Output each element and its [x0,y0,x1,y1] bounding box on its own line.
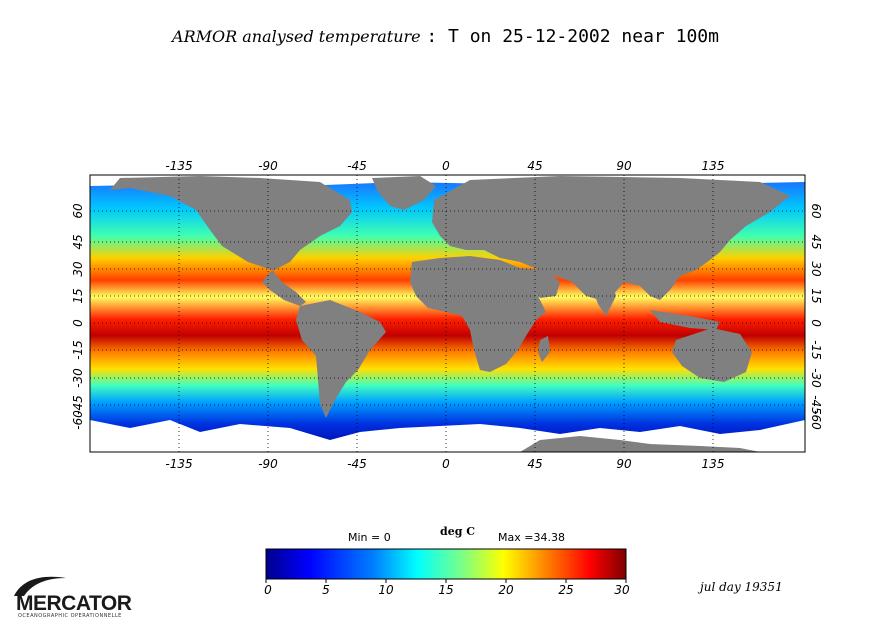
lat-tick-right: 45 [809,234,823,249]
lat-tick-left: -15 [71,340,85,360]
julian-day-label: jul day 19351 [700,580,783,594]
lat-tick-right: 60 [809,203,823,219]
lat-ticks-right: 60 45 30 15 0 -15 -30 -45 -60 [809,203,823,430]
colorbar-tick: 10 [378,583,394,597]
colorbar-tick: 30 [614,583,630,597]
legend-unit: deg C [440,525,475,538]
figure-title: ARMOR analysed temperature : T on 25-12-… [0,26,891,47]
title-roman: : T on 25-12-2002 near 100m [426,26,719,47]
lat-tick-left: -30 [71,368,85,388]
lon-tick-bottom: -45 [347,457,367,471]
lat-tick-left: 45 [71,234,85,249]
colorbar-tick-marks [265,579,627,583]
lon-tick-bottom: 135 [702,457,725,471]
lon-tick-top: 90 [616,159,632,173]
title-italic: ARMOR analysed temperature [172,27,421,46]
south-america [296,300,386,418]
north-america [110,176,352,306]
lat-tick-left: -45 [71,395,85,415]
sst-field [90,175,805,452]
legend-max: Max =34.38 [498,531,565,544]
colorbar-tick: 20 [498,583,514,597]
lon-tick-bottom: -135 [165,457,192,471]
australia [672,328,752,382]
eurasia [432,176,790,300]
lon-tick-top: -90 [258,159,278,173]
lat-tick-right: -60 [809,410,823,430]
lat-tick-left: 0 [71,319,85,327]
lat-tick-right: 15 [809,288,823,303]
colorbar-tick: 0 [264,583,272,597]
lat-ticks-left: 60 45 30 15 0 -15 -30 -45 -60 [71,203,85,430]
lon-ticks-bottom: -135 -90 -45 0 45 90 135 [165,457,724,471]
lat-tick-left: 60 [71,203,85,219]
lon-tick-bottom: 0 [442,457,450,471]
lat-tick-right: 30 [809,261,823,277]
logo-text: MERCATOR [16,592,132,615]
lat-tick-left: 15 [71,288,85,303]
colorbar [265,548,627,580]
africa [410,256,546,372]
mercator-logo: MERCATOR OCEANOGRAPHIC OPERATIONNELLE [10,572,170,622]
lon-tick-top: -135 [165,159,192,173]
lon-tick-bottom: 45 [527,457,542,471]
colorbar-tick: 25 [558,583,573,597]
maritime-continent [650,310,720,330]
colorbar-tick: 15 [438,583,453,597]
greenland [372,176,436,210]
arabia [520,268,560,298]
lat-tick-right: -45 [809,395,823,415]
colorbar-ticks: 0 5 10 15 20 25 30 [264,583,630,597]
india [590,282,616,316]
logo-subtitle: OCEANOGRAPHIC OPERATIONNELLE [18,613,122,619]
lon-ticks-top: -135 -90 -45 0 45 90 135 [165,159,724,173]
lon-tick-bottom: -90 [258,457,278,471]
lat-tick-right: 0 [809,319,823,327]
lat-tick-left: -60 [71,410,85,430]
lon-tick-top: -45 [347,159,367,173]
lat-tick-right: -15 [809,340,823,360]
logo-swoosh-icon [14,576,66,596]
lon-tick-bottom: 90 [616,457,632,471]
lon-tick-top: 45 [527,159,542,173]
colorbar-header: Min = 0 deg C Max =34.38 [266,525,626,545]
antarctica-rock [520,436,760,452]
map-frame [89,174,806,453]
lon-tick-top: 135 [702,159,725,173]
legend-min: Min = 0 [348,531,391,544]
colorbar-tick: 5 [322,583,330,597]
madagascar [538,336,550,362]
lon-tick-top: 0 [442,159,450,173]
lat-tick-right: -30 [809,368,823,388]
lat-tick-left: 30 [71,261,85,277]
